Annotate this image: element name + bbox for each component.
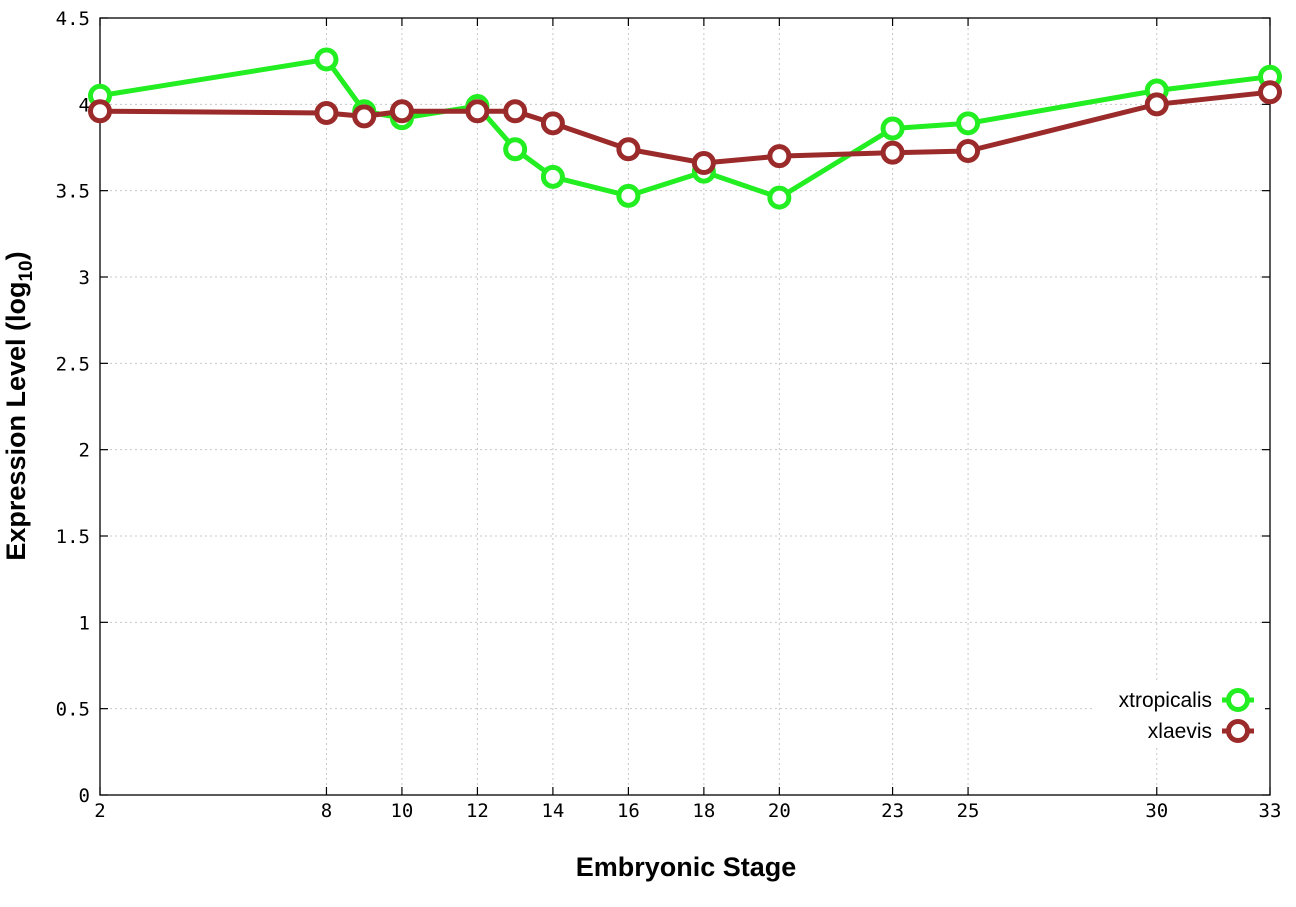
x-tick-label: 20	[768, 800, 791, 822]
data-point-xtropicalis	[880, 116, 905, 141]
x-axis-title: Embryonic Stage	[576, 852, 797, 882]
data-point-xtropicalis	[540, 164, 565, 189]
data-point-xlaevis	[88, 99, 112, 124]
series-xlaevis	[88, 80, 1282, 176]
legend-entry-xtropicalis: xtropicalis	[1119, 688, 1254, 712]
data-point-xlaevis	[1258, 80, 1282, 105]
y-tick-label: 3.5	[56, 181, 90, 203]
x-tick-label: 33	[1259, 800, 1282, 822]
data-point-xlaevis	[616, 137, 641, 162]
y-axis-title-subscript: 10	[16, 260, 37, 281]
data-point-xtropicalis	[767, 185, 792, 210]
y-tick-label: 3	[79, 267, 90, 289]
data-point-xtropicalis	[314, 47, 339, 72]
y-tick-label: 2.5	[56, 353, 90, 375]
data-point-xlaevis	[691, 151, 716, 176]
y-tick-label: 0	[79, 785, 90, 807]
data-point-xlaevis	[389, 99, 414, 124]
data-point-xlaevis	[314, 100, 339, 125]
data-point-xlaevis	[956, 138, 981, 163]
data-point-xlaevis	[465, 99, 490, 124]
axis-ticks	[99, 17, 1271, 796]
y-tick-label: 0.5	[56, 699, 90, 721]
series-lines	[88, 47, 1282, 210]
legend-marker-xtropicalis	[1226, 688, 1250, 712]
series-xtropicalis	[88, 47, 1282, 210]
data-point-xlaevis	[540, 111, 565, 136]
x-tick-label: 14	[541, 800, 564, 822]
y-tick-labels: 0 0.5 1 1.5 2 2.5 3 3.5 4 4.5	[56, 8, 90, 807]
data-point-xlaevis	[352, 104, 377, 129]
legend: xtropicalis xlaevis	[1095, 683, 1265, 747]
series-line-xtropicalis	[99, 56, 1271, 201]
x-tick-label: 23	[881, 800, 904, 822]
legend-marker-xlaevis	[1226, 719, 1250, 743]
y-tick-label: 1	[79, 612, 90, 634]
data-point-xtropicalis	[616, 183, 641, 208]
y-tick-label: 2	[79, 440, 90, 462]
y-tick-label: 1.5	[56, 526, 90, 548]
data-point-xlaevis	[880, 140, 905, 165]
y-tick-label: 4.5	[56, 8, 90, 30]
legend-label-xlaevis: xlaevis	[1148, 720, 1212, 743]
data-point-xtropicalis	[503, 137, 528, 162]
x-tick-label: 10	[390, 800, 413, 822]
x-tick-label: 8	[321, 800, 332, 822]
data-point-xlaevis	[767, 144, 792, 169]
x-tick-label: 12	[466, 800, 489, 822]
x-tick-label: 18	[692, 800, 715, 822]
legend-label-xtropicalis: xtropicalis	[1119, 689, 1212, 712]
y-tick-label: 4	[79, 94, 90, 116]
x-tick-label: 16	[617, 800, 640, 822]
x-tick-label: 30	[1145, 800, 1168, 822]
data-point-xlaevis	[1144, 92, 1169, 117]
x-tick-label: 2	[94, 800, 105, 822]
x-tick-labels: 2 8 10 12 14 16 18 20 23 25 30 33	[94, 800, 1281, 822]
data-point-xlaevis	[503, 99, 528, 124]
y-axis-title: Expression Level (log10)	[1, 251, 37, 560]
plot-frame	[99, 17, 1271, 796]
x-tick-label: 25	[957, 800, 980, 822]
legend-entry-xlaevis: xlaevis	[1148, 719, 1254, 743]
grid-lines	[100, 18, 1270, 795]
data-point-xtropicalis	[956, 111, 981, 136]
